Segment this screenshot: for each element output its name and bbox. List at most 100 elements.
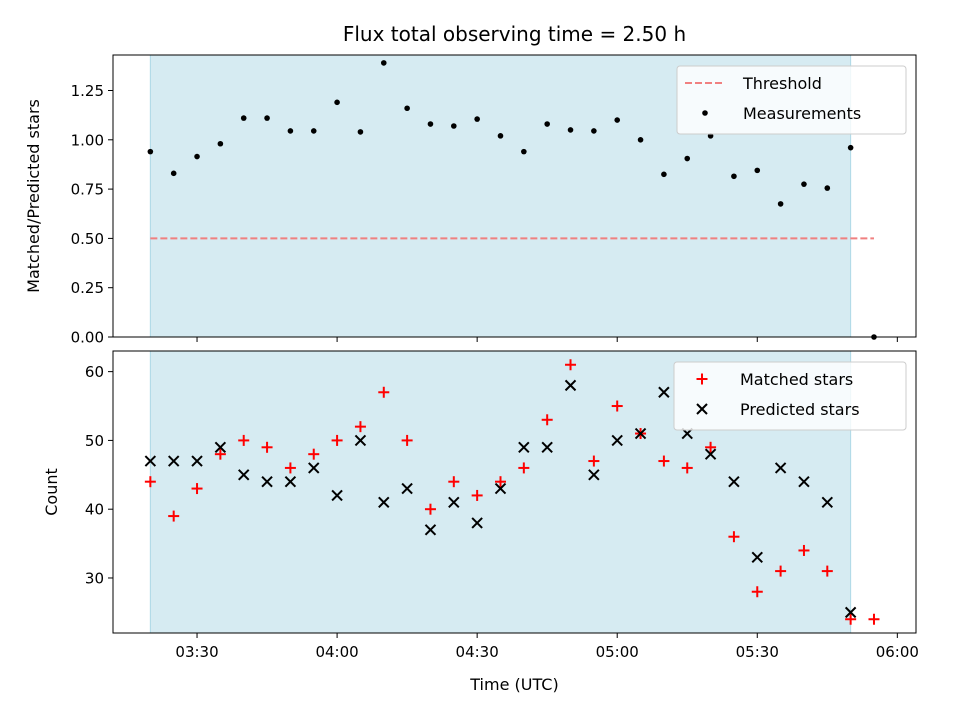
data-point <box>637 136 644 143</box>
legend-label: Matched stars <box>740 370 853 389</box>
data-point <box>287 128 294 134</box>
data-point <box>424 524 437 536</box>
data-point <box>754 167 761 174</box>
data-point <box>798 475 810 488</box>
data-point <box>217 140 224 147</box>
plot-frame <box>112 54 917 338</box>
data-point <box>541 441 553 453</box>
count-y-axis-label: Count <box>42 468 61 516</box>
plot-frame <box>112 350 917 634</box>
data-point <box>401 434 413 446</box>
data-point <box>214 448 226 460</box>
data-point <box>448 476 460 488</box>
data-point <box>378 386 390 398</box>
series-matched-stars <box>144 359 880 625</box>
data-point <box>471 517 483 529</box>
data-point <box>614 117 621 123</box>
data-point <box>331 434 343 446</box>
data-point <box>521 148 527 155</box>
data-point <box>471 489 483 501</box>
data-point <box>801 181 807 187</box>
data-point <box>474 116 480 122</box>
data-point <box>731 173 737 180</box>
data-point <box>144 455 157 467</box>
ratio-y-axis-label: Matched/Predicted stars <box>24 99 43 293</box>
data-point <box>191 483 203 495</box>
legend-box <box>676 65 907 135</box>
data-point <box>705 441 717 453</box>
x-tick-label: 05:00 <box>596 643 639 661</box>
legend: Threshold Measurements <box>676 65 907 135</box>
count-panel: 30 40 50 60 03:30 04:00 04:30 05:00 05:30 06:00 Ma… <box>85 350 919 661</box>
data-point <box>401 482 413 495</box>
data-point <box>238 434 250 446</box>
legend-handle <box>696 373 708 385</box>
data-point <box>357 129 364 135</box>
x-tick-label: 04:30 <box>456 643 499 661</box>
data-point <box>354 434 367 447</box>
data-point <box>494 482 507 495</box>
y-tick-label: 0.25 <box>71 279 104 297</box>
data-point <box>658 455 670 467</box>
legend-box <box>673 361 907 431</box>
legend-handle <box>702 110 708 116</box>
data-point <box>751 586 763 598</box>
data-point <box>544 121 550 127</box>
data-point <box>147 148 154 155</box>
data-point <box>310 128 317 134</box>
data-point <box>684 155 691 162</box>
data-point <box>354 421 366 433</box>
data-point <box>404 105 410 112</box>
x-tick-label: 05:30 <box>736 643 779 661</box>
data-point <box>308 462 320 474</box>
data-point <box>567 127 574 133</box>
data-point <box>261 475 273 488</box>
legend-handle <box>696 403 708 415</box>
legend: Matched stars Predicted stars <box>673 361 907 431</box>
data-point <box>494 476 506 488</box>
data-point <box>844 606 857 619</box>
data-point <box>427 121 434 127</box>
series-measurements <box>147 60 877 340</box>
data-point <box>518 462 530 474</box>
data-point <box>564 379 577 392</box>
legend-label: Predicted stars <box>740 400 860 419</box>
data-point <box>170 170 177 177</box>
data-point <box>238 469 250 481</box>
data-point <box>681 462 693 474</box>
x-tick-label: 04:00 <box>315 643 358 661</box>
data-point <box>611 434 623 447</box>
data-point <box>704 448 717 460</box>
series-predicted-stars <box>144 379 857 619</box>
data-point <box>824 185 831 191</box>
data-point <box>821 565 833 577</box>
data-point <box>774 462 787 474</box>
data-point <box>380 60 387 66</box>
y-tick-label: 0.50 <box>71 230 104 248</box>
data-point <box>144 476 156 488</box>
data-point <box>541 414 553 426</box>
data-point <box>658 386 670 398</box>
data-point <box>728 475 740 488</box>
y-tick-label: 40 <box>85 501 104 519</box>
data-point <box>868 613 880 625</box>
data-point <box>214 441 227 453</box>
x-tick-label: 03:30 <box>175 643 218 661</box>
data-point <box>588 455 600 467</box>
x-axis-label: Time (UTC) <box>469 675 558 694</box>
y-tick-label: 50 <box>85 432 104 450</box>
data-point <box>497 133 504 139</box>
data-point <box>845 613 857 625</box>
data-point <box>167 455 180 467</box>
data-point <box>798 544 810 556</box>
data-point <box>284 462 296 474</box>
data-point <box>308 448 320 460</box>
data-point <box>847 144 854 151</box>
ratio-panel: 0.00 0.25 0.50 0.75 1.00 1.25 Threshold Measure… <box>71 54 917 347</box>
data-point <box>194 153 200 160</box>
data-point <box>591 128 597 134</box>
data-point <box>331 489 343 502</box>
x-tick-label: 06:00 <box>876 643 919 661</box>
data-point <box>634 427 647 440</box>
